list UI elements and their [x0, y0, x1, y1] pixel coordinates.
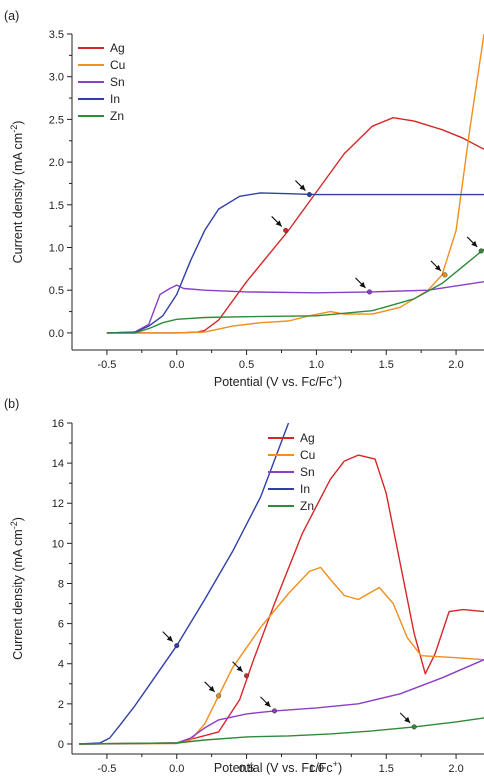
x-tick-label: -0.5 — [97, 763, 116, 775]
series-line-cu — [106, 34, 484, 334]
series-line-cu — [78, 566, 484, 745]
marker-point — [244, 673, 250, 679]
annotation-arrowhead — [359, 281, 366, 288]
x-tick-label: 2.0 — [448, 359, 463, 371]
plot-area — [106, 34, 484, 334]
y-axis-title-end: ) — [11, 121, 25, 125]
series-line-zn — [106, 248, 484, 334]
y-tick-label: 1.5 — [49, 200, 64, 212]
y-tick-label: 6 — [58, 619, 64, 631]
y-axis-title-sup: -2 — [9, 125, 19, 133]
y-tick-label: 1.0 — [49, 243, 64, 255]
x-axis-title: Potential (V vs. Fc/Fc+) — [214, 373, 342, 389]
y-axis-title-sup: -2 — [9, 521, 19, 529]
legend-label: Zn — [110, 109, 124, 123]
marker-point — [306, 192, 312, 198]
y-tick-label: 10 — [52, 538, 64, 550]
x-tick-label: 1.5 — [379, 763, 394, 775]
x-tick-label: -0.5 — [97, 359, 116, 371]
legend-label: Ag — [300, 431, 315, 445]
panel-label: (b) — [4, 397, 19, 411]
series-line-sn — [78, 659, 484, 745]
marker-point — [174, 643, 180, 649]
x-tick-label: 0.5 — [239, 763, 254, 775]
annotation-arrowhead — [404, 716, 411, 723]
series-line-zn — [78, 717, 484, 745]
marker-point — [216, 693, 222, 699]
x-axis-title: Potential (V vs. Fc/Fc+) — [214, 759, 342, 775]
y-axis-title-end: ) — [11, 517, 25, 521]
x-tick-label: 2.0 — [448, 763, 463, 775]
y-axis-title-text: Current density (mA cm — [11, 133, 25, 264]
panel-label: (a) — [4, 9, 19, 23]
chart-panel-b: (b) -0.5 0.0 0.5 1.0 1.5 2.0 0 2 4 6 8 10 12 14 16 Poten… — [4, 397, 484, 775]
annotation-arrowhead — [208, 685, 215, 692]
marker-point — [442, 272, 448, 278]
y-axis-title: Current density (mA cm-2) — [9, 517, 25, 660]
y-tick-label: 3.0 — [49, 72, 64, 84]
y-axis-title: Current density (mA cm-2) — [9, 121, 25, 264]
x-axis-title-sup: + — [333, 373, 338, 383]
y-tick-label: 3.5 — [49, 29, 64, 41]
y-tick-label: 8 — [58, 578, 64, 590]
x-tick-label: 1.0 — [309, 359, 324, 371]
y-tick-label: 0.5 — [49, 285, 64, 297]
y-tick-label: 2 — [58, 699, 64, 711]
x-tick-label: 0.5 — [239, 359, 254, 371]
annotation-arrowhead — [236, 665, 243, 672]
legend-label: In — [110, 92, 120, 106]
series-line-ag — [78, 454, 484, 745]
legend-label: Cu — [300, 448, 315, 462]
chart-panel-a: (a) -0.5 0.0 0.5 1.0 1.5 2.0 0.0 0.5 1.0 1.5 2.0 2.5… — [4, 9, 484, 389]
annotation-arrowhead — [264, 700, 271, 707]
legend: Ag Cu Sn In Zn — [78, 41, 125, 123]
marker-point — [271, 708, 278, 714]
y-axis-title-text: Current density (mA cm — [11, 529, 25, 660]
x-tick-label: 1.0 — [309, 763, 324, 775]
marker-point — [283, 227, 289, 233]
x-axis-title-text: Potential (V vs. Fc/Fc — [214, 375, 333, 389]
annotation-arrowhead — [275, 220, 282, 227]
x-tick-label: 1.5 — [379, 359, 394, 371]
legend-label: Zn — [300, 499, 314, 513]
legend-label: Sn — [110, 75, 125, 89]
y-tick-label: 2.0 — [49, 157, 64, 169]
y-tick-label: 14 — [52, 458, 64, 470]
x-axis-title-text: Potential (V vs. Fc/Fc — [214, 761, 333, 775]
x-axis-title-sup: + — [333, 759, 338, 769]
legend-label: Sn — [300, 465, 315, 479]
y-tick-label: 12 — [52, 498, 64, 510]
annotation-arrowhead — [434, 264, 441, 271]
x-axis-title-end: ) — [338, 375, 342, 389]
legend-label: In — [300, 482, 310, 496]
legend-label: Ag — [110, 41, 125, 55]
series-line-in — [78, 423, 290, 745]
y-tick-label: 0.0 — [49, 328, 64, 340]
plot-area — [78, 423, 484, 745]
y-tick-label: 4 — [58, 659, 64, 671]
annotation-arrowhead — [299, 184, 306, 191]
y-tick-label: 0 — [58, 739, 64, 751]
annotation-arrowhead — [471, 240, 478, 247]
annotation-arrowhead — [166, 635, 173, 642]
legend: Ag Cu Sn In Zn — [268, 431, 315, 513]
marker-point — [366, 289, 373, 295]
series-line-sn — [106, 281, 484, 334]
x-tick-label: 0.0 — [169, 763, 184, 775]
series-line-in — [106, 192, 484, 334]
y-tick-label: 16 — [52, 418, 64, 430]
x-tick-label: 0.0 — [169, 359, 184, 371]
marker-point — [411, 724, 417, 730]
marker-point — [478, 248, 484, 254]
legend-label: Cu — [110, 58, 125, 72]
x-axis-title-end: ) — [338, 761, 342, 775]
series-line-ag — [106, 116, 484, 334]
y-tick-label: 2.5 — [49, 114, 64, 126]
